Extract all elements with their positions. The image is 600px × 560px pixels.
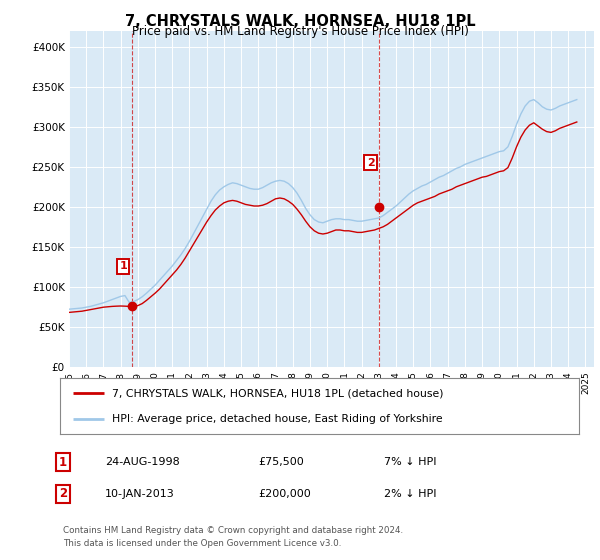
Text: HPI: Average price, detached house, East Riding of Yorkshire: HPI: Average price, detached house, East… (112, 414, 443, 424)
Text: Contains HM Land Registry data © Crown copyright and database right 2024.
This d: Contains HM Land Registry data © Crown c… (63, 526, 403, 548)
Text: 7, CHRYSTALS WALK, HORNSEA, HU18 1PL: 7, CHRYSTALS WALK, HORNSEA, HU18 1PL (125, 14, 475, 29)
Text: Price paid vs. HM Land Registry's House Price Index (HPI): Price paid vs. HM Land Registry's House … (131, 25, 469, 38)
Text: 2% ↓ HPI: 2% ↓ HPI (384, 489, 437, 499)
Text: 1: 1 (119, 262, 127, 272)
Text: 1: 1 (59, 455, 67, 469)
Text: 7% ↓ HPI: 7% ↓ HPI (384, 457, 437, 467)
Text: £200,000: £200,000 (258, 489, 311, 499)
Text: £75,500: £75,500 (258, 457, 304, 467)
Text: 2: 2 (59, 487, 67, 501)
Text: 2: 2 (367, 158, 374, 168)
Text: 10-JAN-2013: 10-JAN-2013 (105, 489, 175, 499)
Text: 24-AUG-1998: 24-AUG-1998 (105, 457, 180, 467)
Text: 7, CHRYSTALS WALK, HORNSEA, HU18 1PL (detached house): 7, CHRYSTALS WALK, HORNSEA, HU18 1PL (de… (112, 388, 443, 398)
